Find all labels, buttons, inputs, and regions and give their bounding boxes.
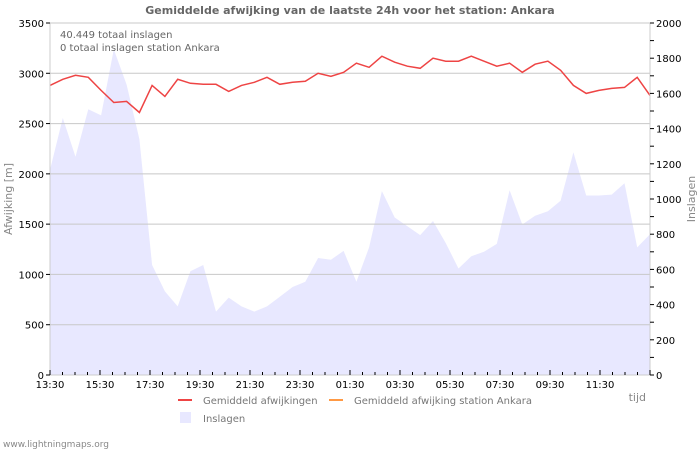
info-total-strikes: 40.449 totaal inslagen — [60, 30, 172, 41]
y2-tick-label: 1200 — [656, 160, 681, 171]
x-tick-label: 13:30 — [36, 380, 65, 391]
gemiddeld-afwijkingen-line — [49, 55, 651, 114]
y2-tick-label: 1000 — [656, 195, 681, 206]
legend-swatch-inslagen — [180, 412, 191, 423]
info-station-strikes: 0 totaal inslagen station Ankara — [60, 43, 220, 54]
y2-tick-label: 1600 — [656, 89, 681, 100]
x-tick-label: 05:30 — [436, 380, 465, 391]
axes: 0 500 1000 1500 2000 2500 3000 3500 0 200 400 600 80… — [19, 19, 682, 391]
x-tick-label: 11:30 — [586, 380, 615, 391]
y2-tick-label: 0 — [656, 371, 662, 382]
legend-label-inslagen: Inslagen — [203, 414, 245, 425]
y-tick-label: 2500 — [19, 120, 44, 131]
x-tick-label: 23:30 — [286, 380, 315, 391]
y2-tick-label: 600 — [656, 265, 675, 276]
y2-tick-label: 1400 — [656, 125, 681, 136]
legend-label-gemiddeld: Gemiddeld afwijkingen — [203, 396, 318, 407]
y-tick-label: 3500 — [19, 19, 44, 30]
inslagen-area-path — [50, 49, 650, 376]
y-tick-label: 500 — [25, 321, 44, 332]
x-tick-label: 09:30 — [536, 380, 565, 391]
y2-tick-label: 2000 — [656, 19, 681, 30]
y2-tick-label: 1800 — [656, 54, 681, 65]
y-tick-label: 3000 — [19, 69, 44, 80]
gridlines — [50, 22, 650, 326]
y-tick-label: 1000 — [19, 270, 44, 281]
inslagen-area — [50, 49, 650, 376]
y-axis-title: Afwijking [m] — [2, 163, 15, 235]
legend: Gemiddeld afwijkingen Gemiddeld afwijkin… — [178, 396, 532, 425]
x-tick-label: 21:30 — [236, 380, 265, 391]
footer-url: www.lightningmaps.org — [3, 440, 109, 450]
y2-axis-title: Inslagen — [685, 176, 698, 222]
gemiddeld-line-path — [49, 55, 651, 114]
y2-tick-label: 200 — [656, 336, 675, 347]
x-axis-title: tijd — [629, 391, 646, 404]
x-tick-label: 01:30 — [336, 380, 365, 391]
y2-tick-label: 400 — [656, 301, 675, 312]
y-tick-label: 2000 — [19, 170, 44, 181]
x-tick-label: 07:30 — [486, 380, 515, 391]
y2-tick-label: 800 — [656, 230, 675, 241]
y-tick-label: 0 — [38, 371, 44, 382]
x-tick-label: 03:30 — [386, 380, 415, 391]
y-tick-label: 1500 — [19, 220, 44, 231]
x-tick-label: 15:30 — [86, 380, 115, 391]
x-tick-label: 17:30 — [136, 380, 165, 391]
chart-title: Gemiddelde afwijking van de laatste 24h … — [145, 4, 554, 17]
legend-label-station: Gemiddeld afwijking station Ankara — [354, 396, 532, 407]
x-tick-label: 19:30 — [186, 380, 215, 391]
